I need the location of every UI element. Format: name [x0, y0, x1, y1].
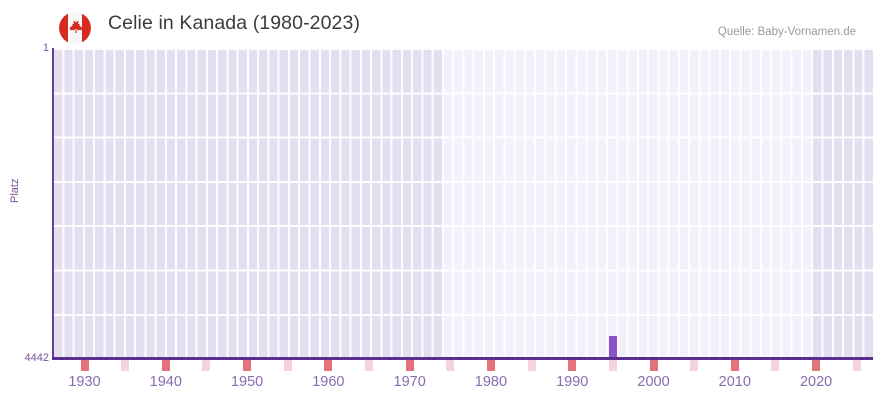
x-axis-marker-1965 — [365, 360, 374, 371]
page-title: Celie in Kanada (1980-2023) — [108, 12, 361, 34]
x-tick-label-1940: 1940 — [149, 374, 182, 390]
x-axis-marker-1990 — [568, 360, 577, 371]
y-axis-label: Platz — [9, 178, 21, 203]
x-axis-marker-1950 — [243, 360, 252, 371]
x-axis-marker-1945 — [202, 360, 211, 371]
x-axis-marker-1975 — [446, 360, 455, 371]
x-tick-label-2020: 2020 — [799, 374, 833, 390]
grid-zone-after-range — [812, 48, 873, 358]
y-axis-line — [52, 48, 54, 359]
x-tick-label-2000: 2000 — [637, 374, 670, 390]
x-tick-label-1930: 1930 — [68, 374, 101, 390]
x-axis-marker-1935 — [121, 360, 130, 371]
chart-header: Celie in Kanada (1980-2023) Quelle: Baby… — [0, 0, 873, 46]
bar-1995[interactable] — [608, 336, 617, 358]
x-axis-marker-2015 — [771, 360, 780, 371]
x-axis-marker-1985 — [527, 360, 536, 371]
x-axis-marker-1930 — [80, 360, 89, 371]
x-axis-line — [52, 357, 873, 360]
grid-zone-data-range — [443, 48, 812, 358]
x-axis-marker-2005 — [690, 360, 699, 371]
x-tick-label-1970: 1970 — [393, 374, 426, 390]
y-tick-label-top: 1 — [42, 42, 49, 54]
x-axis-marker-2020 — [812, 360, 821, 371]
x-tick-label-1960: 1960 — [312, 374, 345, 390]
x-tick-label-1990: 1990 — [556, 374, 589, 390]
x-axis-marker-2025 — [852, 360, 861, 371]
x-axis-marker-2000 — [649, 360, 658, 371]
plot-area — [52, 48, 873, 358]
x-tick-label-1950: 1950 — [230, 374, 264, 390]
x-axis-marker-2010 — [730, 360, 739, 371]
x-axis-marker-1940 — [161, 360, 170, 371]
x-tick-label-1980: 1980 — [474, 374, 508, 390]
x-axis-marker-1960 — [324, 360, 333, 371]
source-attribution: Quelle: Baby-Vornamen.de — [717, 26, 856, 38]
grid-zone-before-range — [52, 48, 443, 358]
x-axis-marker-1980 — [486, 360, 495, 371]
x-tick-label-2010: 2010 — [718, 374, 751, 390]
canada-flag-icon — [59, 12, 91, 44]
x-axis-marker-1995 — [608, 360, 617, 371]
y-tick-label-bottom: 4442 — [24, 352, 49, 364]
x-axis-marker-1955 — [283, 360, 292, 371]
x-axis-marker-1970 — [405, 360, 414, 371]
